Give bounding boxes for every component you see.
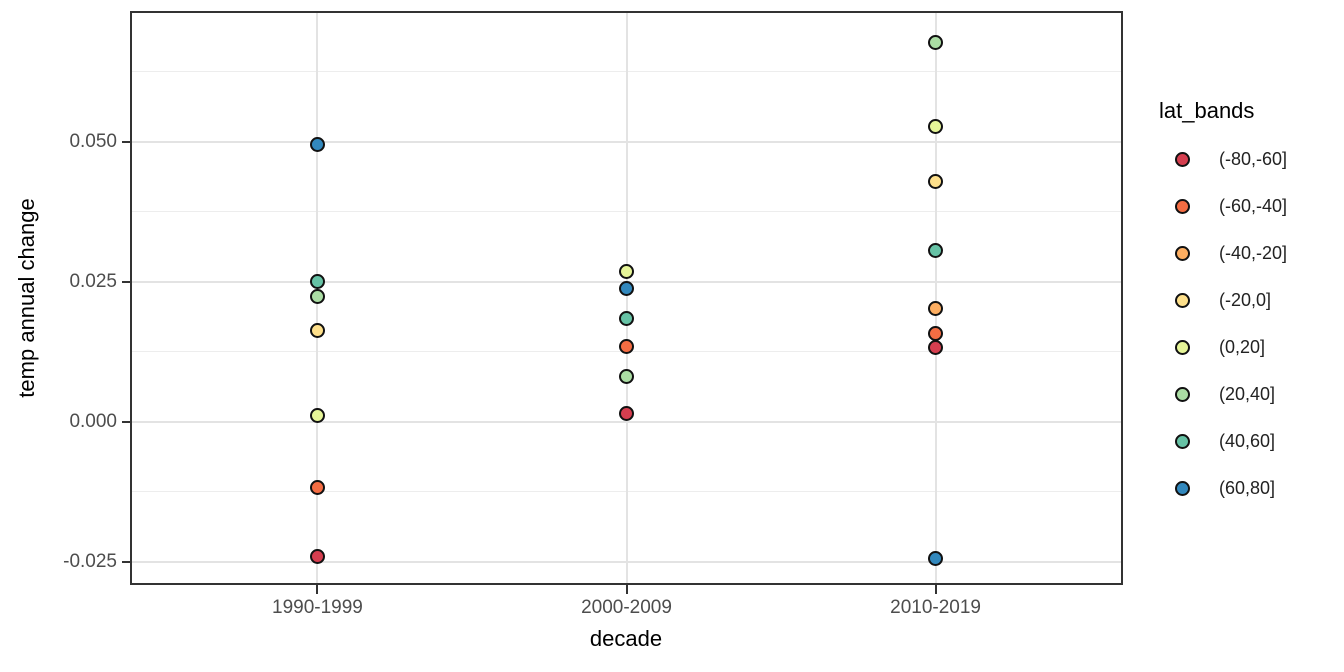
data-point bbox=[928, 326, 944, 342]
x-tick-mark bbox=[625, 585, 628, 594]
data-point bbox=[309, 480, 325, 496]
legend-entry: (60,80] bbox=[1159, 474, 1275, 502]
legend-title: lat_bands bbox=[1159, 98, 1255, 123]
y-tick-mark bbox=[122, 280, 131, 283]
y-tick-label: 0.050 bbox=[69, 130, 117, 152]
gridline-x-major bbox=[934, 13, 937, 583]
data-point bbox=[309, 274, 325, 290]
data-point bbox=[619, 339, 634, 355]
legend-key-icon bbox=[1175, 480, 1190, 496]
x-tick-mark bbox=[316, 585, 319, 594]
legend-entry-label: (60,80] bbox=[1219, 477, 1276, 498]
legend-entry: (-20,0] bbox=[1159, 286, 1271, 314]
plot-panel bbox=[130, 11, 1123, 585]
x-tick-label: 2010-2019 bbox=[890, 597, 981, 618]
legend-key-icon bbox=[1175, 292, 1190, 308]
legend-entry-label: (0,20] bbox=[1219, 336, 1266, 357]
y-tick-label: 0.000 bbox=[69, 410, 117, 432]
legend-entry-label: (-80,-60] bbox=[1219, 148, 1288, 169]
legend-entry: (-80,-60] bbox=[1159, 145, 1287, 173]
legend-entry: (20,40] bbox=[1159, 380, 1275, 408]
gridline-x-major bbox=[625, 13, 628, 583]
y-tick-label: 0.025 bbox=[69, 270, 117, 292]
legend-key-icon bbox=[1175, 386, 1190, 402]
data-point bbox=[928, 340, 944, 356]
data-point bbox=[619, 310, 634, 326]
legend-entry: (40,60] bbox=[1159, 427, 1275, 455]
legend-key-icon bbox=[1175, 151, 1190, 167]
data-point bbox=[928, 550, 944, 566]
data-point bbox=[928, 174, 944, 190]
data-point bbox=[309, 137, 325, 153]
data-point bbox=[619, 264, 634, 280]
legend-entry-label: (-20,0] bbox=[1219, 289, 1272, 310]
data-point bbox=[619, 280, 634, 296]
y-tick-mark bbox=[122, 420, 131, 423]
legend-key-icon bbox=[1175, 198, 1190, 214]
legend-key-icon bbox=[1175, 245, 1190, 261]
data-point bbox=[309, 322, 325, 338]
legend-entry-label: (20,40] bbox=[1219, 383, 1276, 404]
data-point bbox=[309, 548, 325, 564]
legend-entry-label: (-60,-40] bbox=[1219, 195, 1288, 216]
legend-entry: (-40,-20] bbox=[1159, 239, 1287, 267]
x-tick-mark bbox=[934, 585, 937, 594]
data-point bbox=[619, 406, 634, 422]
legend-entry-label: (40,60] bbox=[1219, 430, 1276, 451]
data-point bbox=[928, 243, 944, 259]
x-axis-title: decade bbox=[589, 626, 663, 651]
y-tick-label: -0.025 bbox=[63, 550, 117, 572]
legend-entry-label: (-40,-20] bbox=[1219, 242, 1288, 263]
legend-key-icon bbox=[1175, 339, 1190, 355]
data-point bbox=[619, 369, 634, 385]
data-point bbox=[928, 301, 944, 317]
x-tick-label: 2000-2009 bbox=[581, 597, 672, 618]
y-axis-title: temp annual change bbox=[14, 198, 39, 398]
data-point bbox=[309, 289, 325, 305]
legend-entry: (-60,-40] bbox=[1159, 192, 1287, 220]
legend: lat_bands (-80,-60] (-60,-40] (-40,-20] (-2… bbox=[1159, 0, 1344, 672]
x-tick-label: 1990-1999 bbox=[272, 597, 363, 618]
data-point bbox=[309, 407, 325, 423]
data-point bbox=[928, 119, 944, 135]
y-tick-mark bbox=[122, 560, 131, 563]
y-tick-mark bbox=[122, 140, 131, 143]
legend-key-icon bbox=[1175, 433, 1190, 449]
legend-entry: (0,20] bbox=[1159, 333, 1265, 361]
data-point bbox=[928, 35, 944, 51]
